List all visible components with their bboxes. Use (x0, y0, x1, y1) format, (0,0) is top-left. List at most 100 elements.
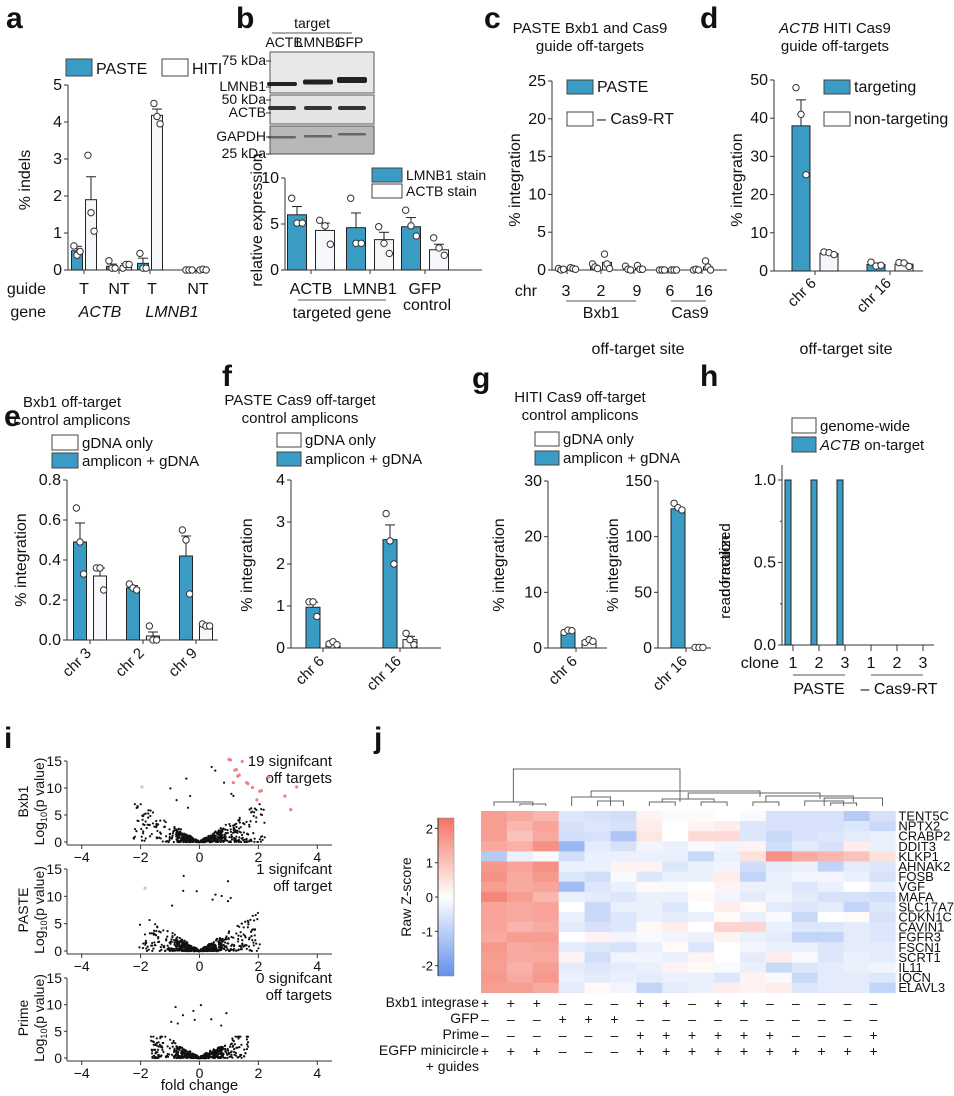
j-condition-value: – (662, 1011, 670, 1027)
f-legend-gdna-label: gDNA only (305, 432, 376, 449)
a-row-label-gene: gene (10, 304, 46, 321)
j-heatmap-cell (558, 962, 585, 973)
d-y-axis-title: % integration (729, 133, 746, 226)
i-prime-data-point (193, 1018, 196, 1021)
i-prime-data-point (232, 1044, 235, 1047)
e-data-point (205, 622, 214, 630)
e-data-point (132, 586, 141, 594)
i-prime-data-point (234, 1051, 238, 1055)
j-heatmap-cell (791, 811, 818, 822)
j-condition-value: + (792, 1043, 800, 1059)
i-prime-data-point (207, 1056, 211, 1060)
b-data-point (429, 234, 438, 242)
f-data-point (402, 629, 410, 637)
h-group-label: – Cas9-RT (860, 681, 937, 698)
j-heatmap-cell (740, 831, 767, 842)
j-heatmap-cell (610, 962, 637, 973)
j-gene-label: DDIT3 (898, 839, 936, 854)
j-heatmap-cell (740, 861, 767, 872)
panel-label-e: e (4, 400, 21, 433)
i-bxb1-data-point (171, 832, 175, 835)
b-blot-gapdh (269, 125, 375, 155)
j-heatmap-cell (558, 861, 585, 872)
j-condition-value: – (740, 1011, 748, 1027)
i-paste-data-point (155, 929, 158, 933)
i-paste-data-point (189, 949, 193, 952)
j-heatmap-cell (843, 912, 870, 923)
panel-label-f: f (222, 360, 233, 393)
j-heatmap-cell (714, 982, 741, 994)
i-paste-data-point (227, 938, 230, 941)
j-heatmap-cell (817, 891, 844, 903)
i-prime-data-point (213, 1052, 216, 1056)
j-condition-value: – (818, 1027, 826, 1043)
i-bxb1-data-point (220, 839, 224, 842)
i-paste-data-point (250, 935, 253, 938)
i-paste-data-point (238, 925, 241, 928)
i-bxb1-data-point (141, 815, 145, 818)
c-row-label: chr (515, 283, 538, 300)
i-prime-data-point (224, 1050, 227, 1053)
j-condition-value: – (559, 995, 567, 1011)
d-data-point (900, 259, 908, 267)
j-heatmap-cell (662, 861, 689, 872)
a-data-point (87, 208, 95, 217)
i-prime-x-tick-label: −2 (133, 1065, 149, 1081)
i-prime-data-point (240, 1043, 243, 1046)
j-condition-value: – (585, 1027, 593, 1043)
i-prime-data-point (155, 1044, 159, 1047)
j-heatmap-cell (636, 982, 663, 994)
i-bxb1-data-point (255, 808, 258, 811)
i-bxb1-data-point (150, 832, 153, 836)
j-condition-value: + (662, 1027, 670, 1043)
b-data-point (440, 251, 449, 259)
b-lane-label: ACTB (265, 34, 302, 50)
j-colorbar-tick-label: 1 (426, 856, 433, 871)
j-heatmap-cell (869, 932, 896, 943)
j-heatmap-cell (765, 871, 793, 882)
i-prime-data-point (233, 1048, 236, 1051)
i-paste-data-point (225, 945, 228, 948)
i-paste-data-point (141, 946, 145, 950)
i-paste-data-point (195, 890, 198, 893)
j-heatmap-cell (662, 881, 689, 893)
d-bar (791, 125, 811, 272)
j-heatmap-cell (532, 821, 559, 832)
j-heatmap-cell (688, 952, 715, 963)
i-prime-data-point (232, 1040, 235, 1043)
i-paste-data-point (173, 942, 176, 946)
j-heatmap-cell (869, 912, 896, 923)
j-heatmap-cell (610, 982, 637, 994)
panel-label-i: i (4, 722, 12, 755)
h-legend-genomewide-swatch (791, 417, 817, 434)
i-bxb1-significant-point (250, 785, 255, 790)
j-heatmap-cell (740, 891, 767, 903)
j-heatmap-cell (714, 871, 741, 882)
j-heatmap-cell (584, 912, 611, 923)
f-title: control amplicons (242, 410, 359, 427)
i-bxb1-x-tick-label: 0 (196, 849, 204, 865)
c-x-axis-title: off-target site (591, 341, 684, 358)
i-prime-data-point (156, 1048, 160, 1051)
i-paste-data-point (211, 949, 214, 952)
b-data-point (287, 194, 296, 202)
j-heatmap-cell (714, 861, 741, 872)
i-paste-data-point (247, 923, 250, 926)
i-paste-data-point (214, 946, 218, 950)
i-paste-data-point (183, 942, 187, 946)
j-heatmap-cell (532, 952, 559, 963)
j-heatmap-cell (506, 831, 534, 842)
j-heatmap-cell (843, 871, 870, 882)
i-paste-data-point (227, 931, 230, 935)
e-bar (179, 555, 193, 641)
j-heatmap-cell (481, 912, 508, 923)
i-bxb1-data-point (190, 835, 193, 838)
b-y-tick-label: 10 (261, 170, 279, 187)
i-prime-data-point (166, 1045, 169, 1048)
i-paste-data-point (169, 940, 172, 943)
i-paste-data-point (166, 944, 169, 947)
j-heatmap-cell (481, 972, 508, 983)
c-data-point (672, 266, 681, 274)
j-condition-value: – (533, 1011, 541, 1027)
i-bxb1-data-point (248, 808, 251, 811)
